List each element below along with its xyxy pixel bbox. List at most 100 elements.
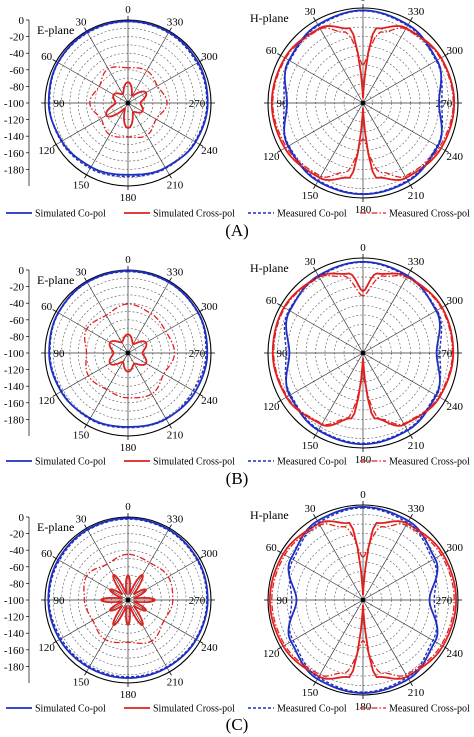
angle-tick-label: 270 (189, 348, 206, 360)
angle-tick-label: 150 (73, 676, 90, 688)
radial-tick-label: -60 (9, 562, 24, 574)
caption-b: (B) (226, 469, 249, 488)
series-simulated-co-pol (47, 20, 209, 176)
series-simulated-cross-pol (105, 81, 148, 129)
angle-tick-label: 300 (447, 45, 464, 57)
grid-spoke (362, 352, 446, 401)
grid-spoke (127, 280, 170, 354)
legend-b: Simulated Co-pol Simulated Cross-pol Measu… (6, 457, 470, 468)
angle-tick-mark (169, 424, 172, 429)
angle-tick-label: 60 (41, 301, 53, 313)
radial-tick-label: -140 (4, 381, 25, 393)
grid-spoke (127, 599, 170, 673)
angle-tick-label: 90 (54, 98, 66, 110)
angle-tick-label: 270 (436, 595, 453, 607)
radial-tick-label: -140 (4, 131, 25, 143)
angle-tick-label: 60 (266, 542, 278, 554)
grid-spoke (127, 352, 170, 426)
grid-spoke (315, 102, 364, 186)
angle-tick-mark (445, 550, 449, 553)
series-measured-co-pol (48, 20, 208, 178)
angle-tick-label: 180 (120, 192, 137, 204)
angle-tick-label: 180 (355, 204, 372, 216)
radial-tick-label: -40 (9, 48, 24, 60)
series-measured-co-pol (49, 270, 207, 429)
angle-tick-mark (199, 394, 204, 397)
angle-tick-label: 270 (189, 98, 206, 110)
grid-spoke (55, 352, 129, 395)
grid-spoke (362, 102, 446, 151)
centre-dot (360, 100, 366, 106)
angle-tick-mark (277, 53, 281, 56)
angle-tick-mark (313, 185, 316, 189)
angle-tick-mark (84, 277, 87, 282)
grid-spoke (315, 517, 364, 601)
radial-tick-label: -40 (9, 298, 24, 310)
angle-tick-mark (169, 174, 172, 179)
angle-tick-label: 30 (76, 267, 88, 279)
angle-tick-mark (277, 150, 281, 153)
radial-tick-label: -80 (9, 578, 24, 590)
radial-tick-label: -40 (9, 545, 24, 557)
radial-tick-label: -160 (4, 148, 25, 160)
angle-tick-label: 30 (305, 503, 317, 515)
centre-dot (125, 350, 131, 356)
grid-spoke (362, 305, 446, 354)
series-simulated-cross-pol (99, 573, 157, 627)
centre-dot (360, 597, 366, 603)
angle-tick-mark (199, 556, 204, 559)
angle-tick-label: 180 (120, 442, 137, 454)
angle-tick-mark (169, 671, 172, 676)
angle-tick-mark (84, 671, 87, 676)
grid-spoke (362, 352, 411, 436)
angle-tick-mark (445, 150, 449, 153)
angle-tick-mark (277, 303, 281, 306)
series-simulated-cross-pol (108, 333, 148, 373)
radial-tick-label: -100 (4, 98, 25, 110)
legend-label: Measured Cross-pol (389, 209, 470, 220)
angle-tick-mark (169, 27, 172, 32)
angle-tick-label: 0 (125, 254, 131, 266)
grid-spoke (280, 599, 364, 648)
series-measured-co-pol (48, 518, 208, 678)
angle-tick-label: 90 (277, 348, 289, 360)
series-measured-cross-pol (271, 523, 455, 677)
legend-label: Measured Cross-pol (389, 457, 470, 468)
radial-tick-label: -80 (9, 81, 24, 93)
radial-tick-label: -180 (4, 661, 25, 673)
panel-a-e-plane: 03303002702402101801501209060300-20-40-6… (4, 4, 218, 204)
angle-tick-mark (445, 400, 449, 403)
angle-tick-label: 120 (263, 151, 280, 163)
angle-tick-label: 210 (408, 440, 425, 452)
radial-tick-label: -20 (9, 282, 24, 294)
grid-spoke (55, 311, 129, 354)
angle-tick-label: 150 (302, 440, 319, 452)
grid-spoke (86, 599, 129, 673)
grid-spoke (127, 352, 201, 395)
angle-tick-label: 0 (125, 4, 131, 16)
angle-tick-label: 60 (41, 51, 53, 63)
angle-tick-mark (445, 303, 449, 306)
grid-spoke (127, 558, 201, 601)
angle-tick-label: 240 (201, 642, 218, 654)
grid-spoke (86, 102, 129, 176)
angle-tick-label: 120 (38, 642, 55, 654)
centre-dot (125, 100, 131, 106)
radial-tick-label: 0 (19, 265, 25, 277)
legend-label: Simulated Cross-pol (153, 704, 235, 715)
legend-label: Measured Co-pol (277, 457, 347, 468)
legend-label: Simulated Co-pol (35, 209, 106, 220)
angle-tick-label: 300 (201, 548, 218, 560)
legend-a: Simulated Co-pol Simulated Cross-pol Measu… (6, 209, 470, 220)
grid-spoke (127, 102, 170, 176)
series-simulated-cross-pol (270, 25, 456, 181)
centre-dot (360, 350, 366, 356)
angle-tick-label: 90 (54, 595, 66, 607)
radial-tick-label: 0 (19, 512, 25, 524)
angle-tick-label: 150 (73, 179, 90, 191)
angle-tick-label: 150 (73, 429, 90, 441)
grid-spoke (127, 527, 170, 601)
angle-tick-label: 180 (120, 689, 137, 701)
angle-tick-label: 0 (360, 242, 366, 254)
